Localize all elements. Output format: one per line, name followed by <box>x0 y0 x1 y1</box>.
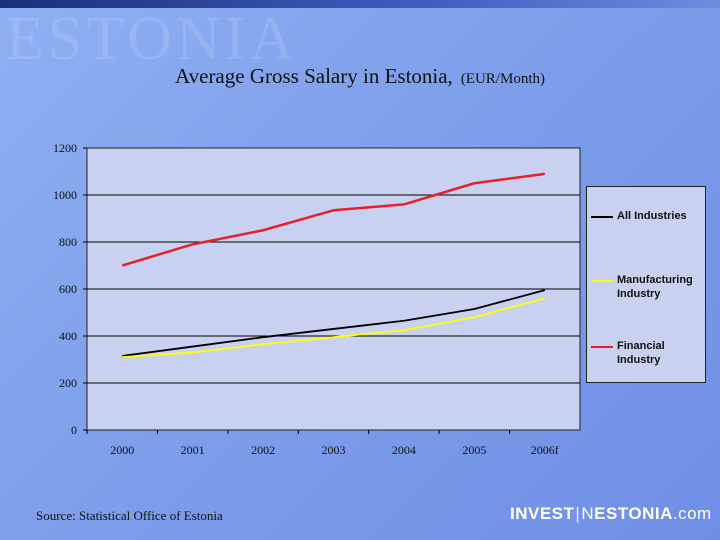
legend-label: Financial Industry <box>617 340 665 366</box>
y-tick-label: 600 <box>59 282 77 296</box>
chart-title-unit: (EUR/Month) <box>460 71 545 87</box>
chart-title: Average Gross Salary in Estonia, (EUR/Mo… <box>0 64 720 89</box>
y-tick-label: 200 <box>59 376 77 390</box>
x-tick-label: 2004 <box>392 443 416 457</box>
y-tick-label: 1000 <box>53 188 77 202</box>
chart-legend: All Industries Manufacturing Industry Fina… <box>586 186 706 383</box>
y-tick-label: 1200 <box>53 141 77 155</box>
x-tick-label: 2001 <box>181 443 205 457</box>
legend-item: Manufacturing Industry <box>591 273 703 301</box>
legend-swatch <box>591 346 613 348</box>
series-line-3 <box>121 172 545 267</box>
x-tick-label: 2005 <box>462 443 486 457</box>
x-tick-label: 2000 <box>110 443 134 457</box>
series-line-2 <box>122 297 546 359</box>
legend-item: Financial Industry <box>591 339 703 367</box>
investinestonia-logo: INVEST|NESTONIA.com <box>510 504 712 523</box>
top-banner <box>0 0 720 8</box>
x-tick-label: 2002 <box>251 443 275 457</box>
y-tick-label: 800 <box>59 235 77 249</box>
y-tick-label: 0 <box>71 423 77 437</box>
legend-swatch <box>591 280 613 282</box>
legend-label: Manufacturing Industry <box>617 274 693 300</box>
legend-swatch <box>591 216 613 218</box>
y-tick-label: 400 <box>59 329 77 343</box>
legend-label: All Industries <box>617 210 687 222</box>
legend-item: All Industries <box>591 209 703 223</box>
x-tick-label: 2003 <box>322 443 346 457</box>
chart-title-main: Average Gross Salary in Estonia, <box>175 64 453 88</box>
source-note: Source: Statistical Office of Estonia <box>36 508 223 523</box>
x-tick-label: 2006f <box>531 443 559 457</box>
watermark-text: ESTONIA <box>6 5 299 73</box>
series-line-1 <box>122 289 546 357</box>
